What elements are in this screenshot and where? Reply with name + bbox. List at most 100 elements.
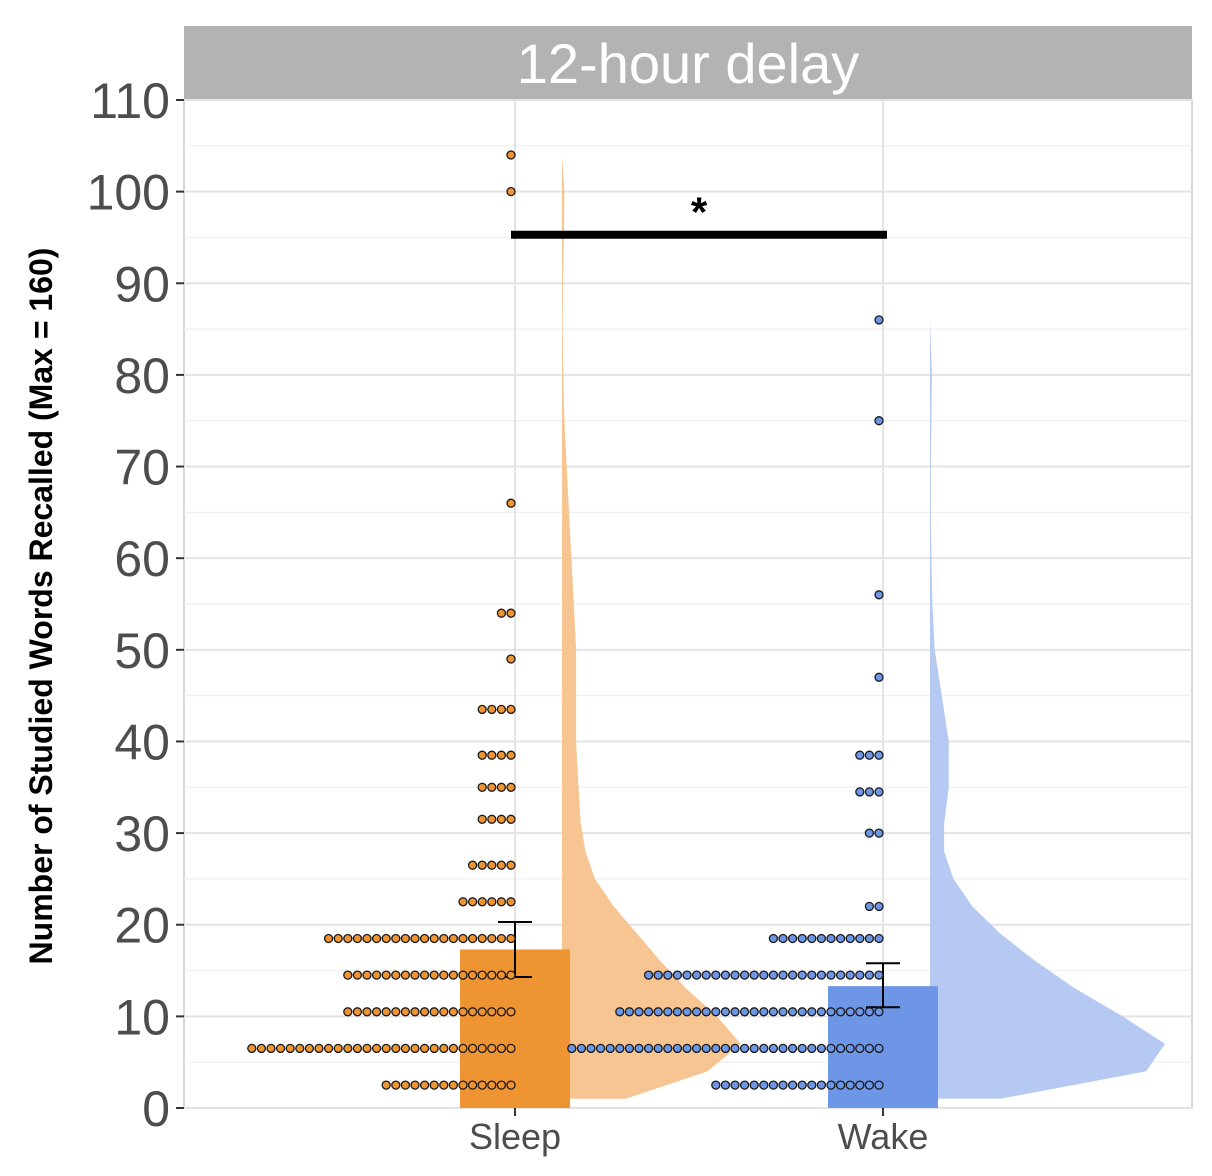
- data-dot-wake: [835, 1080, 846, 1090]
- data-dot-sleep: [496, 782, 507, 792]
- data-dot-wake: [797, 1043, 807, 1054]
- y-tick-label: 50: [114, 623, 170, 679]
- facet-title: 12-hour delay: [517, 32, 859, 95]
- data-dot-sleep: [448, 970, 459, 980]
- data-dot-wake: [816, 970, 827, 980]
- data-dot-wake: [711, 970, 721, 980]
- data-dot-sleep: [496, 970, 507, 980]
- data-dot-wake: [624, 1007, 635, 1017]
- data-dot-wake: [768, 1043, 779, 1054]
- data-dot-sleep: [506, 970, 516, 980]
- data-dot-wake: [874, 970, 884, 980]
- y-tick-label: 10: [114, 989, 170, 1045]
- data-dot-sleep: [458, 1080, 468, 1090]
- data-dot-wake: [787, 933, 798, 944]
- data-dot-sleep: [506, 150, 516, 160]
- data-dot-sleep: [467, 860, 478, 870]
- data-dot-sleep: [429, 970, 439, 980]
- data-dot-wake: [787, 1080, 798, 1090]
- data-dot-wake: [682, 1043, 692, 1054]
- data-dot-wake: [691, 970, 702, 980]
- data-dot-sleep: [362, 1043, 372, 1054]
- density-clouds: [562, 155, 1165, 1099]
- data-dot-wake: [672, 1043, 683, 1054]
- data-dot-wake: [864, 933, 875, 944]
- data-dot-sleep: [506, 1043, 516, 1054]
- data-dot-sleep: [506, 608, 516, 618]
- data-dot-wake: [730, 1007, 740, 1017]
- data-dot-sleep: [458, 933, 468, 944]
- data-dot-sleep: [496, 933, 507, 944]
- data-dot-sleep: [506, 186, 516, 197]
- data-dot-wake: [778, 1043, 788, 1054]
- data-dot-wake: [845, 933, 855, 944]
- data-dot-sleep: [391, 1080, 401, 1090]
- x-axis-ticks: Sleep Wake: [469, 1108, 928, 1157]
- data-dot-wake: [787, 970, 798, 980]
- data-dot-wake: [855, 787, 865, 797]
- data-dot-wake: [739, 970, 750, 980]
- y-axis-title: Number of Studied Words Recalled (Max = …: [23, 248, 59, 965]
- data-dot-sleep: [506, 750, 516, 760]
- data-dot-wake: [711, 1007, 721, 1017]
- x-tick-label-sleep: Sleep: [469, 1116, 561, 1157]
- data-dot-sleep: [429, 1043, 439, 1054]
- data-dot-wake: [816, 1043, 827, 1054]
- data-dot-sleep: [487, 704, 497, 715]
- data-dot-wake: [874, 750, 884, 760]
- data-dot-wake: [682, 1007, 692, 1017]
- data-dot-sleep: [467, 970, 478, 980]
- significance-annotation: *: [511, 189, 887, 239]
- data-dot-sleep: [506, 654, 516, 664]
- dot-plots: [247, 150, 884, 1090]
- data-dot-wake: [749, 1007, 759, 1017]
- data-dot-sleep: [275, 1043, 286, 1054]
- data-dot-sleep: [477, 782, 487, 792]
- data-dot-sleep: [496, 608, 507, 618]
- data-dot-wake: [874, 787, 884, 797]
- data-dot-sleep: [506, 1007, 516, 1017]
- data-dot-sleep: [487, 860, 497, 870]
- data-dot-sleep: [448, 1007, 459, 1017]
- data-dot-wake: [864, 1043, 875, 1054]
- data-dot-wake: [730, 1080, 740, 1090]
- data-dot-sleep: [506, 782, 516, 792]
- data-dot-sleep: [343, 1007, 353, 1017]
- data-dot-wake: [778, 1080, 788, 1090]
- y-tick-label: 0: [142, 1081, 170, 1137]
- data-dot-sleep: [381, 1080, 391, 1090]
- data-dot-wake: [643, 1043, 654, 1054]
- data-dot-sleep: [477, 704, 487, 715]
- data-dot-wake: [749, 1043, 759, 1054]
- data-dot-sleep: [410, 933, 420, 944]
- data-dot-sleep: [352, 970, 363, 980]
- data-dot-wake: [749, 1080, 759, 1090]
- data-dot-sleep: [467, 1043, 478, 1054]
- data-dot-sleep: [506, 1080, 516, 1090]
- data-dot-wake: [845, 1080, 855, 1090]
- data-dot-wake: [807, 970, 817, 980]
- data-dot-sleep: [487, 1080, 497, 1090]
- data-dot-sleep: [487, 970, 497, 980]
- data-dot-wake: [720, 1007, 731, 1017]
- data-dot-sleep: [506, 897, 516, 907]
- data-dot-wake: [816, 1080, 827, 1090]
- data-dot-wake: [855, 970, 865, 980]
- data-dot-wake: [778, 933, 788, 944]
- significance-star: *: [691, 189, 708, 236]
- data-dot-sleep: [477, 860, 487, 870]
- data-dot-wake: [672, 1007, 683, 1017]
- data-dot-sleep: [400, 970, 411, 980]
- data-dot-sleep: [477, 1007, 487, 1017]
- data-dot-sleep: [448, 933, 459, 944]
- data-dot-wake: [845, 970, 855, 980]
- y-tick-label: 90: [114, 256, 170, 312]
- data-dot-wake: [855, 1080, 865, 1090]
- data-dot-wake: [567, 1043, 577, 1054]
- data-dot-wake: [759, 1080, 769, 1090]
- data-dot-wake: [797, 1007, 807, 1017]
- data-dot-wake: [663, 970, 673, 980]
- data-dot-sleep: [448, 1043, 459, 1054]
- data-dot-wake: [701, 1043, 711, 1054]
